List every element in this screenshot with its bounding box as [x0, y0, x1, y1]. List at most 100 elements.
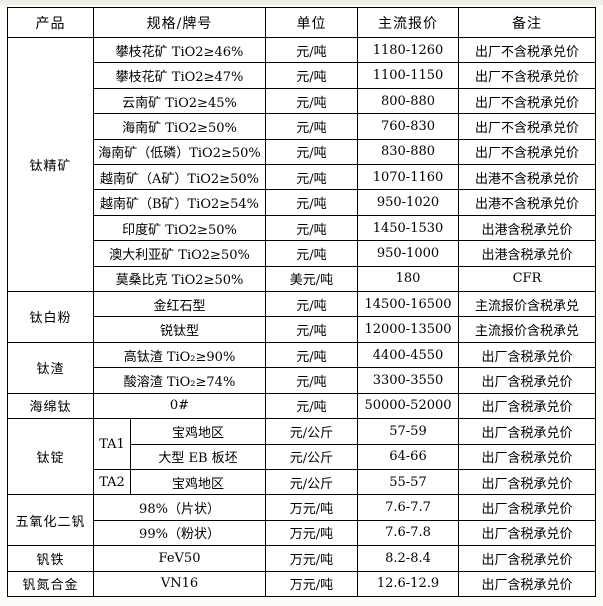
page-top-strip — [0, 0, 603, 5]
remark-cell: 出厂含税承兑价 — [458, 545, 596, 572]
product-cell: 钒铁 — [7, 545, 94, 572]
remark-cell: 主流报价含税承兑 — [458, 291, 596, 318]
price-cell: 3300-3550 — [357, 367, 459, 394]
unit-cell: 美元/吨 — [265, 265, 358, 293]
table-row: 钛白粉 金红石型 元/吨 14500-16500 主流报价含税承兑 — [7, 291, 596, 343]
price-cell: 800-880 — [357, 87, 459, 115]
remark-cell: 出厂含税承兑价 — [458, 418, 596, 445]
price-cell: 7.6-7.8 — [357, 519, 459, 547]
spec-cell: 0# — [93, 392, 266, 420]
remark-cell: CFR — [458, 265, 596, 293]
price-cell: 4400-4550 — [357, 341, 459, 369]
spec-cell: 印度矿 TiO2≥50% — [93, 214, 266, 242]
unit-cell: 元/吨 — [265, 87, 358, 115]
spec-cell: FeV50 — [93, 545, 266, 572]
remark-cell: 出厂含税承兑价 — [458, 392, 596, 420]
spec-cell: 越南矿（A矿）TiO2≥50% — [93, 164, 266, 191]
price-cell: 8.2-8.4 — [357, 545, 459, 572]
product-cell: 钛白粉 — [7, 291, 94, 343]
unit-cell: 元/吨 — [265, 240, 358, 267]
price-cell: 12.6-12.9 — [357, 570, 459, 598]
table-row: 五氧化二钒 98%（片状） 万元/吨 7.6-7.7 出厂含税承兑价 — [7, 494, 596, 547]
spec-cell: 宝鸡地区 — [130, 418, 266, 445]
remark-cell: 出厂含税承兑价 — [458, 443, 596, 470]
unit-cell: 元/公斤 — [265, 468, 358, 496]
unit-cell: 元/吨 — [265, 189, 358, 216]
remark-cell: 出厂不含税承兑价 — [458, 36, 596, 64]
price-cell: 12000-13500 — [357, 316, 459, 343]
unit-cell: 元/吨 — [265, 214, 358, 242]
spec-cell: 99%（粉状） — [93, 519, 266, 547]
price-table: 产品 规格/牌号 单位 主流报价 备注 钛精矿 攀枝花矿 TiO2≥46% 元/… — [7, 7, 596, 598]
unit-cell: 元/吨 — [265, 291, 358, 318]
table-row: 海南矿（低磷）TiO2≥50% 元/吨 830-880 出厂不含税承兑价 — [8, 138, 596, 166]
spec-cell: 澳大利亚矿 TiO2≥50% — [93, 240, 266, 267]
product-cell: 钛锭 — [7, 418, 94, 496]
table-row: 莫桑比克 TiO2≥50% 美元/吨 180 CFR — [8, 265, 596, 293]
remark-cell: 出厂含税承兑价 — [458, 468, 596, 496]
price-cell: 1180-1260 — [357, 36, 459, 64]
table-row: 海绵钛 0# 元/吨 50000-52000 出厂含税承兑价 — [7, 392, 596, 420]
unit-cell: 元/吨 — [265, 36, 358, 64]
table-row: 钒铁 FeV50 万元/吨 8.2-8.4 出厂含税承兑价 — [7, 545, 596, 572]
table-row: 酸溶渣 TiO₂≥74% 元/吨 3300-3550 出厂含税承兑价 — [8, 367, 596, 394]
col-header-spec: 规格/牌号 — [93, 7, 266, 38]
remark-cell: 出港不含税承兑价 — [458, 164, 596, 191]
table-row: 越南矿（A矿）TiO2≥50% 元/吨 1070-1160 出港不含税承兑价 — [8, 164, 596, 191]
remark-cell: 出港含税承兑价 — [458, 214, 596, 242]
remark-cell: 出港不含税承兑价 — [458, 189, 596, 216]
price-cell: 180 — [357, 265, 459, 293]
remark-cell: 出港含税承兑价 — [458, 240, 596, 267]
unit-cell: 万元/吨 — [265, 545, 358, 572]
price-cell: 950-1020 — [357, 189, 459, 216]
unit-cell: 元/公斤 — [265, 443, 358, 470]
price-cell: 1450-1530 — [357, 214, 459, 242]
unit-cell: 元/公斤 — [265, 418, 358, 445]
product-cell: 钒氮合金 — [7, 570, 94, 598]
remark-cell: 出厂不含税承兑价 — [458, 62, 596, 89]
spec-cell: 海南矿 TiO2≥50% — [93, 113, 266, 140]
unit-cell: 元/吨 — [265, 367, 358, 394]
table-row: 钛渣 高钛渣 TiO₂≥90% 元/吨 4400-4550 出厂含税承兑价 — [7, 341, 596, 394]
unit-cell: 元/吨 — [265, 341, 358, 369]
price-cell: 7.6-7.7 — [357, 494, 459, 521]
unit-cell: 万元/吨 — [265, 519, 358, 547]
spec-cell: 宝鸡地区 — [130, 468, 266, 496]
price-cell: 760-830 — [357, 113, 459, 140]
price-cell: 14500-16500 — [357, 291, 459, 318]
table-row: 99%（粉状） 万元/吨 7.6-7.8 出厂含税承兑价 — [8, 519, 596, 547]
spec-cell: 大型 EB 板坯 — [130, 443, 266, 470]
table-row: 云南矿 TiO2≥45% 元/吨 800-880 出厂不含税承兑价 — [8, 87, 596, 115]
product-cell: 钛精矿 — [7, 36, 94, 293]
table-row: 澳大利亚矿 TiO2≥50% 元/吨 950-1000 出港含税承兑价 — [8, 240, 596, 267]
unit-cell: 元/吨 — [265, 113, 358, 140]
table-row: 海南矿 TiO2≥50% 元/吨 760-830 出厂不含税承兑价 — [8, 113, 596, 140]
unit-cell: 元/吨 — [265, 392, 358, 420]
spec-cell: VN16 — [93, 570, 266, 598]
product-cell: 海绵钛 — [7, 392, 94, 420]
spec-cell: 98%（片状） — [93, 494, 266, 521]
spec-cell: 越南矿（B矿）TiO2≥54% — [93, 189, 266, 216]
spec-cell: 锐钛型 — [93, 316, 266, 343]
remark-cell: 出厂含税承兑价 — [458, 570, 596, 598]
price-cell: 830-880 — [357, 138, 459, 166]
table-row: 钛锭 TA1 宝鸡地区 元/公斤 57-59 出厂含税承兑价 — [7, 418, 596, 496]
col-header-price: 主流报价 — [357, 7, 459, 38]
price-cell: 950-1000 — [357, 240, 459, 267]
col-header-product: 产品 — [7, 7, 94, 38]
table-row: 大型 EB 板坯 元/公斤 64-66 出厂含税承兑价 — [8, 443, 596, 470]
spec-cell: 莫桑比克 TiO2≥50% — [93, 265, 266, 293]
unit-cell: 万元/吨 — [265, 570, 358, 598]
remark-cell: 出厂含税承兑价 — [458, 341, 596, 369]
unit-cell: 万元/吨 — [265, 494, 358, 521]
table-header-row: 产品 规格/牌号 单位 主流报价 备注 — [7, 7, 596, 38]
remark-cell: 主流报价含税承兑 — [458, 316, 596, 343]
spec-cell: 金红石型 — [93, 291, 266, 318]
remark-cell: 出厂含税承兑价 — [458, 519, 596, 547]
table-row: 钛精矿 攀枝花矿 TiO2≥46% 元/吨 1180-1260 出厂不含税承兑价 — [7, 36, 596, 293]
table-row: 越南矿（B矿）TiO2≥54% 元/吨 950-1020 出港不含税承兑价 — [8, 189, 596, 216]
product-cell: 钛渣 — [7, 341, 94, 394]
remark-cell: 出厂含税承兑价 — [458, 494, 596, 521]
spec-cell: 攀枝花矿 TiO2≥46% — [93, 36, 266, 64]
